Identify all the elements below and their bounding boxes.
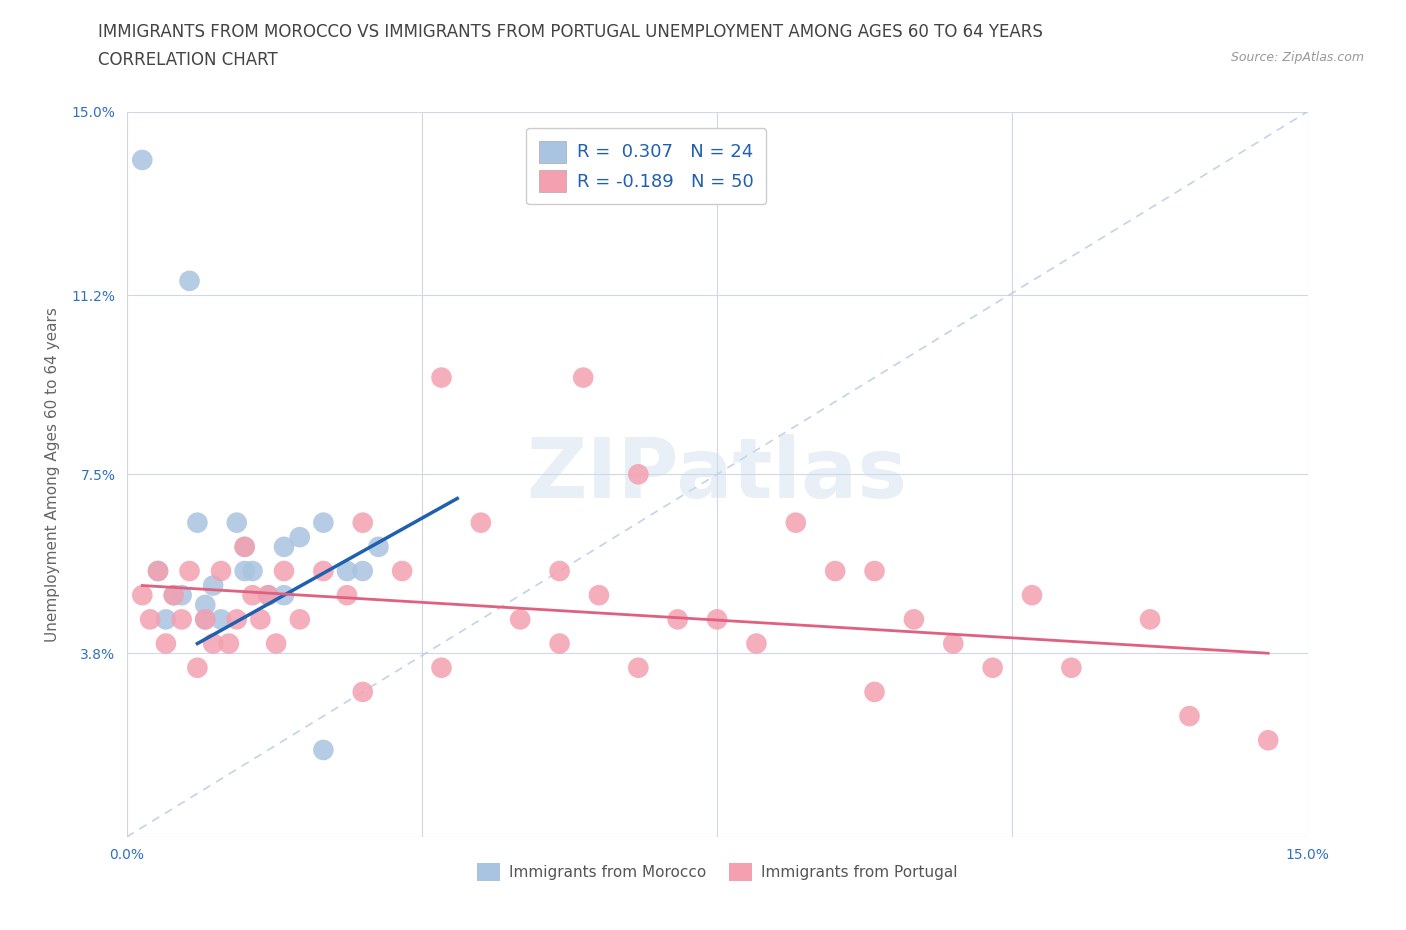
Point bbox=[391, 564, 413, 578]
Point bbox=[588, 588, 610, 603]
Point bbox=[352, 515, 374, 530]
Point bbox=[139, 612, 162, 627]
Point bbox=[264, 636, 287, 651]
Point bbox=[352, 564, 374, 578]
Point bbox=[202, 636, 225, 651]
Point bbox=[509, 612, 531, 627]
Point bbox=[785, 515, 807, 530]
Point bbox=[186, 660, 208, 675]
Text: IMMIGRANTS FROM MOROCCO VS IMMIGRANTS FROM PORTUGAL UNEMPLOYMENT AMONG AGES 60 T: IMMIGRANTS FROM MOROCCO VS IMMIGRANTS FR… bbox=[98, 23, 1043, 41]
Point bbox=[218, 636, 240, 651]
Point bbox=[470, 515, 492, 530]
Point bbox=[194, 612, 217, 627]
Point bbox=[209, 564, 232, 578]
Point bbox=[242, 588, 264, 603]
Point bbox=[194, 612, 217, 627]
Point bbox=[233, 539, 256, 554]
Point bbox=[981, 660, 1004, 675]
Point bbox=[824, 564, 846, 578]
Point bbox=[572, 370, 595, 385]
Point bbox=[706, 612, 728, 627]
Point bbox=[548, 564, 571, 578]
Point bbox=[312, 515, 335, 530]
Point bbox=[430, 370, 453, 385]
Point bbox=[1257, 733, 1279, 748]
Point bbox=[225, 612, 247, 627]
Point bbox=[288, 530, 311, 545]
Point bbox=[131, 153, 153, 167]
Point bbox=[225, 515, 247, 530]
Point bbox=[179, 273, 201, 288]
Point bbox=[273, 564, 295, 578]
Point bbox=[312, 742, 335, 757]
Point bbox=[186, 515, 208, 530]
Point bbox=[903, 612, 925, 627]
Point bbox=[146, 564, 169, 578]
Text: CORRELATION CHART: CORRELATION CHART bbox=[98, 51, 278, 69]
Point bbox=[336, 588, 359, 603]
Point bbox=[863, 564, 886, 578]
Point bbox=[430, 660, 453, 675]
Point bbox=[146, 564, 169, 578]
Point bbox=[242, 564, 264, 578]
Point bbox=[233, 539, 256, 554]
Point bbox=[179, 564, 201, 578]
Point bbox=[209, 612, 232, 627]
Point bbox=[257, 588, 280, 603]
Point bbox=[249, 612, 271, 627]
Point bbox=[1021, 588, 1043, 603]
Point bbox=[627, 660, 650, 675]
Text: ZIPatlas: ZIPatlas bbox=[527, 433, 907, 515]
Text: Source: ZipAtlas.com: Source: ZipAtlas.com bbox=[1230, 51, 1364, 64]
Point bbox=[273, 539, 295, 554]
Point bbox=[863, 684, 886, 699]
Point bbox=[233, 564, 256, 578]
Point bbox=[1178, 709, 1201, 724]
Point bbox=[288, 612, 311, 627]
Point bbox=[202, 578, 225, 593]
Point bbox=[666, 612, 689, 627]
Point bbox=[131, 588, 153, 603]
Point bbox=[155, 636, 177, 651]
Point bbox=[1060, 660, 1083, 675]
Point bbox=[163, 588, 186, 603]
Y-axis label: Unemployment Among Ages 60 to 64 years: Unemployment Among Ages 60 to 64 years bbox=[45, 307, 60, 642]
Point bbox=[312, 564, 335, 578]
Point bbox=[155, 612, 177, 627]
Point bbox=[273, 588, 295, 603]
Point bbox=[194, 597, 217, 612]
Point bbox=[548, 636, 571, 651]
Point bbox=[942, 636, 965, 651]
Point bbox=[627, 467, 650, 482]
Point bbox=[367, 539, 389, 554]
Point bbox=[170, 588, 193, 603]
Point bbox=[352, 684, 374, 699]
Point bbox=[336, 564, 359, 578]
Legend: Immigrants from Morocco, Immigrants from Portugal: Immigrants from Morocco, Immigrants from… bbox=[471, 857, 963, 887]
Point bbox=[163, 588, 186, 603]
Point bbox=[1139, 612, 1161, 627]
Point bbox=[745, 636, 768, 651]
Point bbox=[170, 612, 193, 627]
Point bbox=[257, 588, 280, 603]
